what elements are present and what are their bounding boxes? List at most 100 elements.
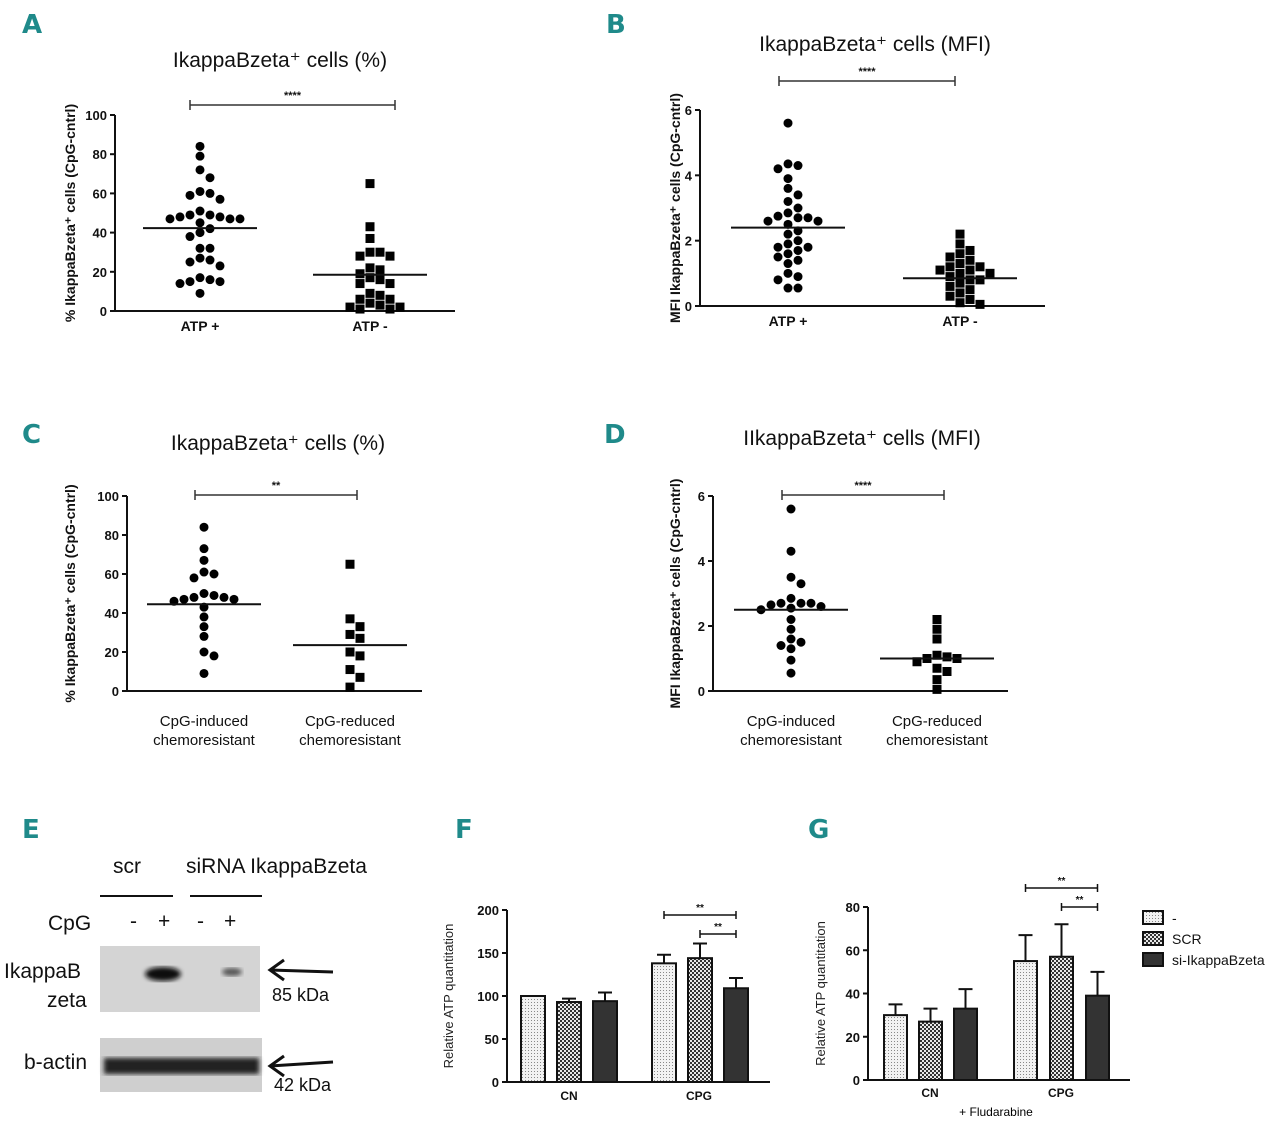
y-tick-label: 80: [846, 900, 860, 915]
legend-swatch: [1142, 952, 1164, 967]
lane-sign: +: [224, 910, 236, 933]
blot-band: [104, 1058, 259, 1074]
significance-label: ****: [284, 90, 302, 102]
data-point: [813, 216, 823, 226]
y-tick-label: 0: [100, 304, 107, 319]
x-category-label: chemoresistant: [740, 732, 843, 749]
y-axis-label: Relative ATP quantitation: [441, 924, 456, 1069]
data-point: [385, 304, 395, 314]
data-point: [375, 275, 385, 285]
chart-title: IkappaBzeta⁺ cells (%): [171, 432, 385, 455]
significance-bracket: [194, 490, 358, 500]
significance-label: **: [1058, 876, 1066, 887]
data-point: [796, 598, 806, 608]
data-point: [932, 684, 942, 694]
data-point: [783, 219, 793, 229]
data-point: [786, 644, 796, 654]
data-point: [945, 272, 955, 282]
data-point: [345, 647, 355, 657]
y-tick-label: 20: [846, 1030, 860, 1045]
data-point: [975, 275, 985, 285]
y-axis-label: MFI IkappaBzeta⁺ cells (CpG-cntrl): [667, 479, 683, 709]
blot-kda-85: 85 kDa: [272, 985, 330, 1005]
data-point: [932, 634, 942, 644]
data-point: [912, 657, 922, 667]
bar: [883, 1014, 908, 1081]
data-point: [945, 291, 955, 301]
western-blot: scr siRNA IkappaBzeta CpG - + - + Ikappa…: [4, 855, 367, 1095]
y-axis-label: Relative ATP quantitation: [813, 921, 828, 1066]
data-point: [365, 222, 375, 232]
data-point: [375, 290, 385, 300]
data-point: [205, 210, 215, 220]
data-point: [195, 218, 205, 228]
data-point: [205, 173, 215, 183]
bar: [520, 995, 546, 1083]
legend-swatch: [1142, 910, 1164, 925]
data-point: [205, 243, 215, 253]
blot-group-sirna: siRNA IkappaBzeta: [186, 855, 367, 878]
data-point: [783, 229, 793, 239]
data-point: [225, 214, 235, 224]
error-bar: [1054, 923, 1069, 957]
y-tick-label: 60: [93, 186, 107, 201]
data-point: [786, 615, 796, 624]
y-tick-label: 2: [698, 619, 705, 634]
data-point: [355, 294, 365, 304]
data-point: [793, 213, 803, 223]
data-point: [189, 592, 199, 602]
x-category-label: CpG-reduced: [305, 713, 395, 730]
data-point: [195, 151, 205, 161]
x-category-label: CN: [921, 1086, 938, 1100]
x-category-label: ATP +: [769, 313, 808, 329]
data-point: [345, 302, 355, 312]
panel-letter-c: C: [22, 420, 41, 450]
data-point: [773, 211, 783, 221]
blot-band: [145, 967, 181, 981]
blot-group-scr: scr: [113, 855, 141, 878]
data-point: [345, 629, 355, 639]
error-bar: [958, 988, 973, 1009]
bar: [723, 987, 749, 1084]
data-point: [195, 165, 205, 175]
data-point: [175, 212, 185, 222]
data-point: [965, 255, 975, 265]
data-point: [235, 214, 245, 224]
data-point: [229, 594, 239, 604]
panel-letter-b: B: [606, 10, 626, 40]
data-point: [385, 251, 395, 261]
data-point: [185, 210, 195, 220]
data-point: [786, 504, 796, 514]
y-tick-label: 100: [97, 489, 119, 504]
data-point: [932, 675, 942, 685]
data-point: [365, 179, 375, 189]
y-tick-label: 0: [853, 1073, 860, 1088]
data-point: [195, 206, 205, 216]
error-bar: [923, 1007, 938, 1022]
blot-row1-label: zeta: [47, 989, 87, 1012]
data-point: [965, 265, 975, 275]
data-point: [355, 279, 365, 289]
data-point: [783, 259, 793, 269]
blot-kda-42: 42 kDa: [274, 1075, 332, 1095]
bar: [1085, 994, 1110, 1081]
data-point: [796, 637, 806, 647]
data-point: [783, 208, 793, 218]
error-bar: [1090, 970, 1105, 996]
y-tick-label: 0: [112, 684, 119, 699]
data-point: [209, 651, 219, 661]
data-point: [199, 522, 209, 532]
data-point: [955, 229, 965, 239]
data-point: [955, 298, 965, 308]
error-bar: [729, 976, 743, 989]
data-point: [195, 288, 205, 298]
significance-bracket: [189, 100, 396, 110]
y-tick-label: 6: [685, 103, 692, 118]
data-point: [786, 634, 796, 644]
y-tick-label: 100: [477, 989, 499, 1004]
data-point: [793, 203, 803, 213]
data-point: [932, 650, 942, 660]
arrow-icon: [267, 1054, 334, 1078]
